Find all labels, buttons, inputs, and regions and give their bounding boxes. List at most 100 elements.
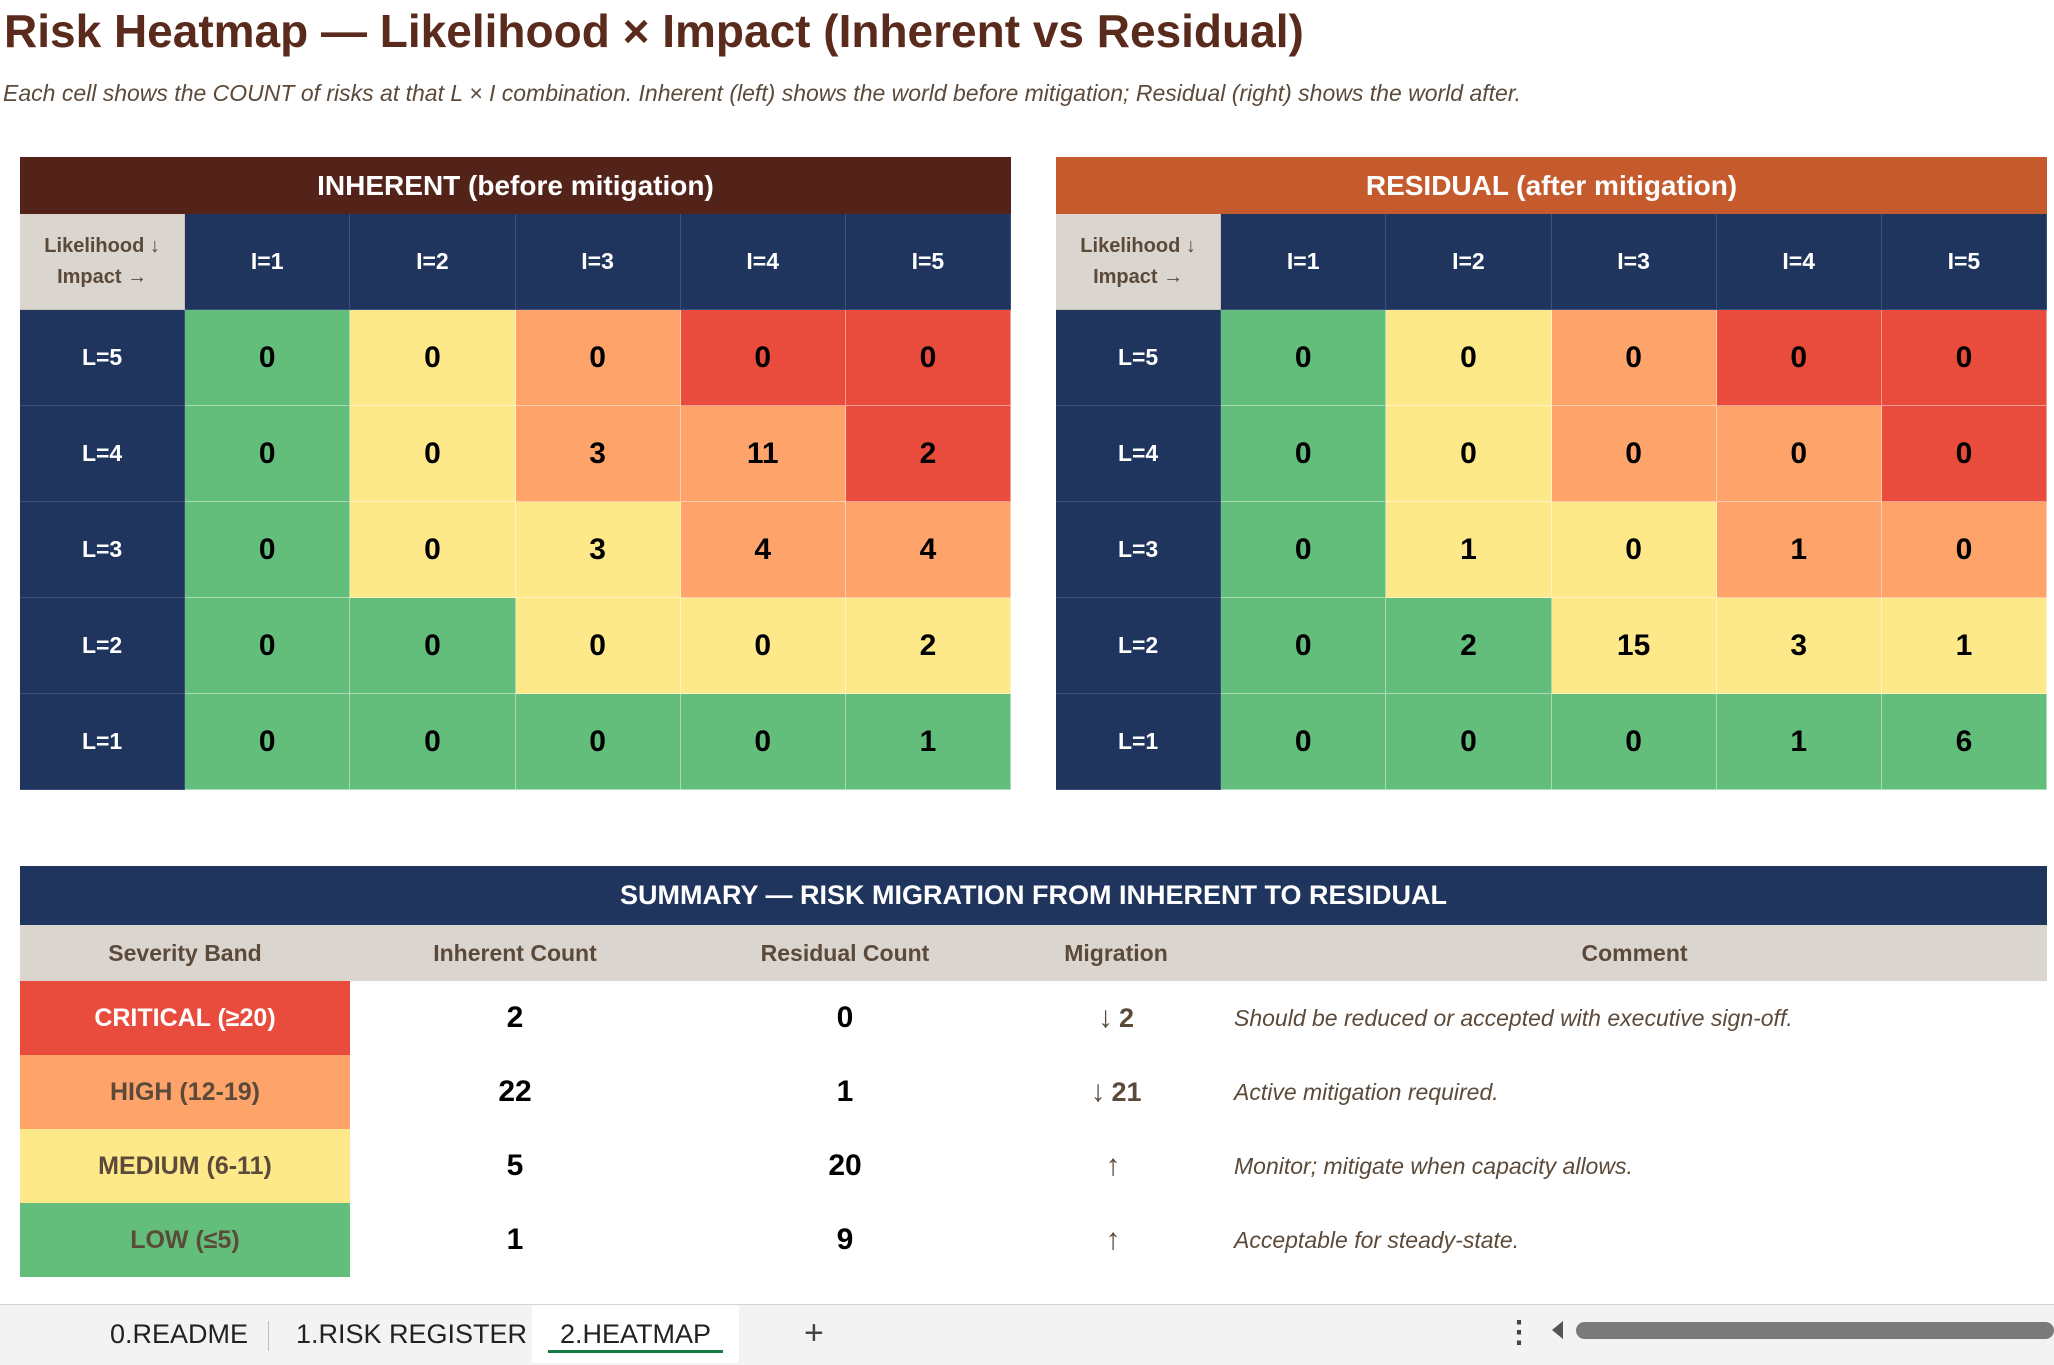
col-header-migration: Migration	[1064, 939, 1168, 966]
heatmap-cell: 3	[1716, 598, 1882, 694]
summary-row: CRITICAL (≥20) 2 0 ↓ 2 Should be reduced or a…	[20, 981, 2047, 1055]
likelihood-row-header: L=4	[20, 406, 186, 502]
heatmap-cell: 0	[1221, 502, 1387, 598]
horizontal-scrollbar[interactable]	[1576, 1322, 2054, 1339]
sheet-tab-heatmap[interactable]: 2.HEATMAP	[532, 1305, 739, 1363]
col-header-comment: Comment	[1581, 939, 1688, 966]
inherent-count: 5	[506, 1149, 524, 1182]
heatmap-cell: 1	[1716, 694, 1882, 790]
severity-band-label: CRITICAL (≥20)	[20, 981, 350, 1055]
heatmap-cell: 0	[845, 310, 1011, 406]
impact-column-header: I=5	[845, 214, 1011, 310]
sheet-tab-bar: 0.README 1.RISK REGISTER 2.HEATMAP + ⋮	[0, 1304, 2054, 1365]
likelihood-row-header: L=1	[1056, 694, 1222, 790]
arrow-up-icon: ↑	[1105, 1149, 1121, 1182]
likelihood-row-header: L=3	[20, 502, 186, 598]
heatmap-cell: 0	[1221, 406, 1387, 502]
page-title: Risk Heatmap — Likelihood × Impact (Inhe…	[4, 5, 1304, 57]
heatmap-cell: 11	[680, 406, 846, 502]
arrow-down-icon: ↓	[1090, 1075, 1106, 1108]
impact-column-header: I=1	[1221, 214, 1387, 310]
likelihood-row-header: L=5	[20, 310, 186, 406]
heatmap-cell: 0	[1551, 694, 1717, 790]
heatmap-cell: 0	[185, 598, 351, 694]
summary-table: SUMMARY — RISK MIGRATION FROM INHERENT T…	[20, 866, 2047, 1277]
heatmap-cell: 0	[1221, 598, 1387, 694]
heatmap-cell: 2	[1386, 598, 1552, 694]
corner-likelihood-label: Likelihood ↓	[44, 234, 160, 257]
migration-value: ↑	[1010, 1129, 1222, 1203]
heatmap-axis-corner: Likelihood ↓ Impact →	[1056, 214, 1222, 310]
severity-band-label: HIGH (12-19)	[20, 1055, 350, 1129]
heatmap-cell: 0	[515, 310, 681, 406]
residual-heatmap: RESIDUAL (after mitigation) Likelihood ↓…	[1056, 157, 2047, 790]
heatmap-cell: 1	[1716, 502, 1882, 598]
heatmap-cell: 15	[1551, 598, 1717, 694]
summary-header: SUMMARY — RISK MIGRATION FROM INHERENT T…	[20, 866, 2047, 925]
heatmap-axis-corner: Likelihood ↓ Impact →	[20, 214, 186, 310]
arrow-up-icon: ↑	[1105, 1223, 1121, 1256]
heatmap-cell: 2	[845, 406, 1011, 502]
impact-column-header: I=3	[515, 214, 681, 310]
severity-comment: Active mitigation required.	[1234, 1078, 1499, 1105]
residual-heatmap-header: RESIDUAL (after mitigation)	[1056, 157, 2047, 214]
heatmap-cell: 0	[185, 502, 351, 598]
severity-comment: Acceptable for steady-state.	[1234, 1226, 1520, 1253]
corner-likelihood-label: Likelihood ↓	[1080, 234, 1196, 257]
heatmap-cell: 0	[350, 598, 516, 694]
heatmap-cell: 0	[1551, 310, 1717, 406]
heatmap-cell: 0	[185, 406, 351, 502]
inherent-heatmap-grid: Likelihood ↓ Impact → I=1 I=2 I=3 I=4 I=5 L=5 0 0…	[20, 214, 1011, 790]
likelihood-row-header: L=2	[20, 598, 186, 694]
heatmap-cell: 0	[185, 310, 351, 406]
migration-delta: 2	[1118, 1002, 1135, 1033]
tab-divider	[268, 1321, 269, 1351]
heatmap-cell: 6	[1881, 694, 2047, 790]
add-sheet-icon[interactable]: +	[804, 1314, 824, 1352]
heatmap-cell: 0	[1386, 694, 1552, 790]
likelihood-row-header: L=4	[1056, 406, 1222, 502]
sheet-tab-readme[interactable]: 0.README	[110, 1318, 249, 1349]
corner-impact-label: Impact →	[1093, 265, 1184, 288]
impact-column-header: I=1	[185, 214, 351, 310]
heatmap-cell: 0	[515, 598, 681, 694]
residual-count: 1	[836, 1075, 854, 1108]
residual-count: 20	[828, 1149, 862, 1182]
migration-value: ↑	[1010, 1203, 1222, 1277]
inherent-heatmap-header: INHERENT (before mitigation)	[20, 157, 1011, 214]
heatmap-cell: 0	[1551, 406, 1717, 502]
heatmap-cell: 0	[350, 502, 516, 598]
migration-delta: 21	[1111, 1076, 1142, 1107]
likelihood-row-header: L=1	[20, 694, 186, 790]
sheet-tab-risk-register[interactable]: 1.RISK REGISTER	[296, 1318, 528, 1349]
residual-count: 0	[836, 1001, 854, 1034]
heatmap-cell: 0	[350, 694, 516, 790]
heatmap-cell: 0	[680, 598, 846, 694]
col-header-inherent-count: Inherent Count	[433, 939, 597, 966]
summary-row: HIGH (12-19) 22 1 ↓ 21 Active mitigation requ…	[20, 1055, 2047, 1129]
residual-count: 9	[836, 1223, 854, 1256]
likelihood-row-header: L=3	[1056, 502, 1222, 598]
inherent-heatmap: INHERENT (before mitigation) Likelihood …	[20, 157, 1011, 790]
heatmap-cell: 0	[680, 694, 846, 790]
heatmap-cell: 0	[1551, 502, 1717, 598]
page-subtitle: Each cell shows the COUNT of risks at th…	[3, 80, 1522, 106]
heatmap-cell: 4	[845, 502, 1011, 598]
impact-column-header: I=2	[1386, 214, 1552, 310]
severity-comment: Should be reduced or accepted with execu…	[1234, 1004, 1793, 1031]
summary-column-headers: Severity Band Inherent Count Residual Co…	[20, 925, 2047, 981]
col-header-residual-count: Residual Count	[760, 939, 930, 966]
heatmap-cell: 0	[1221, 310, 1387, 406]
impact-column-header: I=4	[1716, 214, 1882, 310]
heatmap-cell: 0	[680, 310, 846, 406]
summary-row: MEDIUM (6-11) 5 20 ↑ Monitor; mitigate when …	[20, 1129, 2047, 1203]
col-header-severity-band: Severity Band	[108, 939, 262, 966]
scroll-left-arrow-icon[interactable]	[1552, 1321, 1563, 1339]
impact-column-header: I=2	[350, 214, 516, 310]
migration-value: ↓ 21	[1010, 1055, 1222, 1129]
heatmap-cell: 0	[1716, 406, 1882, 502]
more-options-icon[interactable]: ⋮	[1504, 1316, 1534, 1349]
heatmap-cell: 1	[845, 694, 1011, 790]
impact-column-header: I=4	[680, 214, 846, 310]
heatmap-cell: 0	[1881, 406, 2047, 502]
